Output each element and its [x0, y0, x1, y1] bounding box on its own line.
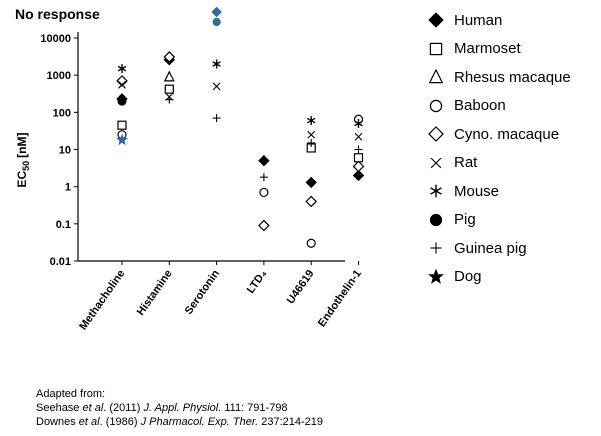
legend-item: Human [426, 8, 502, 32]
y-tick-labels: 10000 1000 100 10 1 0.1 0.01 [40, 33, 78, 268]
ref2-journal: J Pharmacol. Exp. Ther. [140, 416, 259, 428]
y-axis-label-sub: 50 [21, 161, 31, 171]
legend-label: Guinea pig [454, 239, 527, 257]
legend-label: Baboon [454, 97, 506, 114]
y-axis-label: EC50 [nM] [15, 132, 31, 187]
data-point-marmoset [117, 120, 127, 130]
data-point-marmoset [164, 84, 174, 94]
y-axis-label-main: EC [15, 171, 29, 188]
data-point-baboon [306, 238, 316, 248]
ref2-authors: Downes [36, 416, 79, 428]
legend-label: Marmoset [454, 40, 521, 57]
ref1-rest: 111: 791-798 [221, 402, 288, 414]
y-tick-label: 10 [59, 145, 71, 157]
no-response-marker [212, 17, 221, 27]
legend-label: Human [454, 11, 503, 29]
legend-label: Rat [454, 154, 478, 171]
ref1-journal: J. Appl. Physiol. [143, 402, 222, 414]
ref2-rest: 237:214-219 [258, 416, 323, 428]
data-point-guinea-pig [212, 114, 221, 123]
data-point-baboon [259, 187, 269, 198]
chart-axes [77, 32, 345, 262]
x-icon [430, 157, 442, 168]
data-point-mouse [354, 119, 363, 129]
data-point-human [258, 154, 270, 167]
legend-label: Rhesus macaque [454, 68, 571, 86]
data-point-rat [212, 82, 221, 91]
data-point-mouse [117, 64, 127, 74]
diamond-open-icon [428, 126, 444, 142]
x-category-label: Histamine [135, 268, 175, 318]
diamond-filled-icon [428, 12, 444, 28]
ref2-year: . (1986) [99, 416, 141, 428]
x-category-label: LTD₄ [245, 268, 270, 296]
y-tick-label: 0.01 [50, 256, 71, 268]
data-point-mouse [212, 59, 221, 69]
data-point-cyno-macaque [163, 51, 176, 63]
legend-item: Rhesus macaque [426, 65, 571, 89]
legend-label: Cyno. macaque [454, 125, 560, 143]
data-point-mouse [306, 116, 316, 126]
legend-label: Dog [454, 268, 482, 285]
ec50-scatter-chart: 10000 1000 100 10 1 0.1 0.01 Methacholine Hista… [15, 6, 365, 332]
legend-item: Baboon [426, 94, 506, 118]
x-category-label: Endothelin-1 [316, 268, 364, 329]
y-axis-label-unit: [nM] [15, 132, 29, 157]
data-point-cyno-macaque [258, 219, 270, 232]
data-point-cyno-macaque [305, 195, 318, 208]
legend-item: Rat [426, 151, 477, 175]
data-point-cyno-macaque [352, 160, 365, 173]
data-point-rat [307, 130, 316, 139]
data-point-dog [115, 133, 129, 146]
ref1-year: . (2011) [103, 402, 144, 414]
no-response-marker [211, 6, 222, 18]
legend-label: Pig [454, 211, 476, 228]
y-tick-label: 1000 [47, 70, 71, 82]
data-point-rhesus-macaque [163, 70, 175, 82]
legend-item: Marmoset [426, 37, 521, 61]
citation-heading: Adapted from: [36, 388, 106, 400]
ref1-authors: Seehase [36, 402, 83, 414]
data-point-marmoset [353, 153, 364, 163]
legend-item: Guinea pig [426, 236, 527, 260]
citation-ref-2: Downes et al. (1986) J Pharmacol. Exp. T… [36, 415, 323, 429]
triangle-open-icon [428, 68, 444, 84]
y-tick-label: 100 [53, 107, 71, 119]
ref1-etal: et al [82, 402, 104, 414]
circle-open-icon [429, 99, 443, 112]
data-point-guinea-pig [259, 173, 268, 182]
x-category-label: Serotonin [183, 268, 222, 317]
asterisk-icon [430, 184, 442, 198]
data-point-rat [118, 80, 126, 89]
ref2-etal: et al [78, 416, 100, 428]
data-point-guinea-pig [307, 138, 316, 147]
data-point-human [305, 176, 317, 189]
legend-item: Dog [426, 265, 482, 289]
legend-label: Mouse [454, 182, 500, 200]
legend-item: Mouse [426, 179, 499, 203]
circle-filled-icon [429, 213, 443, 226]
y-tick-label: 10000 [40, 33, 71, 45]
data-points [115, 6, 365, 248]
data-point-pig [117, 96, 127, 106]
legend-item: Pig [426, 208, 476, 232]
plus-icon [430, 242, 442, 254]
y-tick-label: 0.1 [56, 219, 71, 231]
data-point-human [352, 169, 365, 182]
data-point-cyno-macaque [116, 75, 128, 87]
chart-title: No response [15, 6, 100, 22]
legend-item: Cyno. macaque [426, 122, 559, 146]
citation-ref-1: Seehase et al. (2011) J. Appl. Physiol. … [36, 401, 323, 415]
data-point-guinea-pig [354, 145, 363, 154]
y-tick-label: 1 [65, 182, 71, 194]
data-point-guinea-pig [165, 95, 174, 104]
square-open-icon [429, 42, 443, 55]
x-category-labels: Methacholine Histamine Serotonin LTD₄ U46619… [77, 261, 364, 332]
x-category-label: Methacholine [77, 268, 127, 332]
star-icon [427, 268, 445, 284]
data-point-rat [354, 132, 363, 141]
citation: Adapted from: Seehase et al. (2011) J. A… [36, 387, 323, 429]
x-category-label: U46619 [285, 268, 317, 306]
